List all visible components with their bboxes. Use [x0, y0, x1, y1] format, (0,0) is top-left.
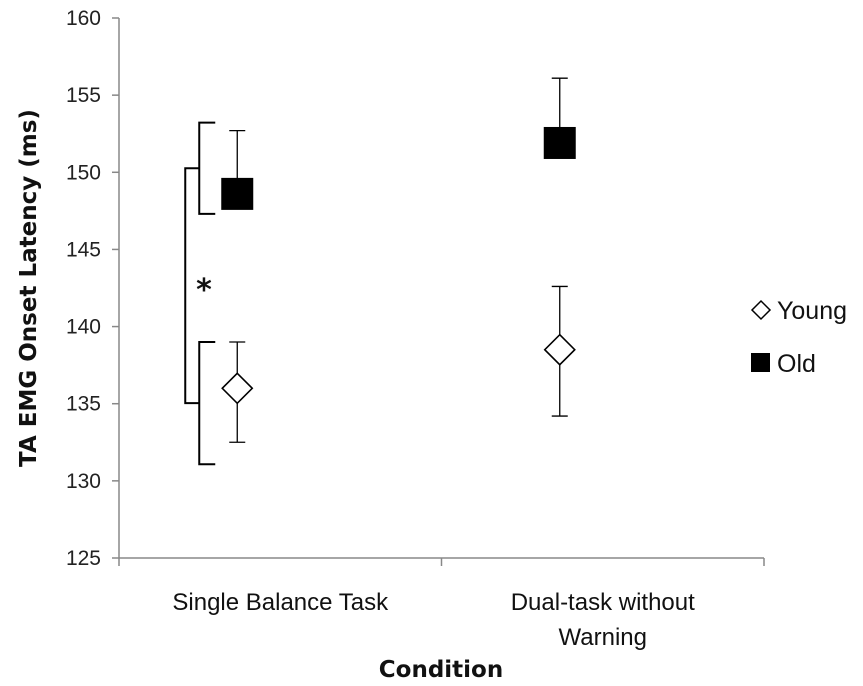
legend: Young Old [750, 297, 847, 378]
x-axis-title: Condition [379, 657, 503, 683]
y-tick-label: 150 [66, 161, 101, 184]
point-young [543, 333, 576, 366]
point-young [221, 372, 254, 405]
bracket-old [198, 121, 216, 215]
category-label: Single Balance Task [172, 589, 389, 616]
legend-young-label: Young [777, 297, 847, 325]
bracket-outer [184, 167, 200, 405]
y-tick-label: 155 [66, 84, 101, 107]
x-ticks: Single Balance Task Dual-task without Warn… [118, 558, 765, 651]
y-axis-title: TA EMG Onset Latency (ms) [16, 109, 42, 467]
category-label: Dual-task without Warning [511, 589, 695, 651]
legend-old-marker [751, 353, 770, 372]
y-tick-label: 130 [66, 470, 101, 493]
y-tick-label: 135 [66, 393, 101, 416]
data-markers [221, 126, 576, 405]
error-bars [229, 77, 568, 443]
plot-area: 125 130 135 140 145 150 155 160 Single Balance … [66, 7, 765, 651]
y-tick-label: 145 [66, 238, 101, 261]
point-old [543, 126, 576, 159]
legend-young-marker [750, 299, 772, 321]
y-tick-label: 160 [66, 7, 101, 30]
point-old [221, 177, 254, 210]
legend-old-label: Old [777, 350, 816, 378]
bracket-young [198, 341, 216, 466]
y-tick-label: 140 [66, 316, 101, 339]
significance-label: * [196, 273, 212, 308]
y-ticks: 125 130 135 140 145 150 155 160 [66, 7, 119, 570]
significance-brackets [184, 121, 216, 466]
y-tick-label: 125 [66, 547, 101, 570]
